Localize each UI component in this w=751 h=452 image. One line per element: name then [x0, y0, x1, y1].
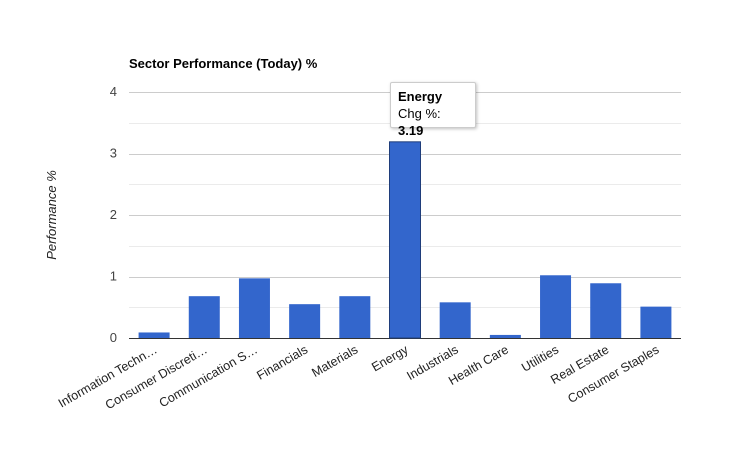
y-tick-label: 1 — [110, 269, 117, 284]
bar[interactable] — [590, 283, 622, 338]
bar[interactable] — [339, 296, 371, 338]
y-tick-label: 3 — [110, 146, 117, 161]
bars — [138, 141, 672, 339]
tooltip-value: 3.19 — [398, 123, 424, 138]
bar[interactable] — [138, 332, 170, 338]
bar[interactable] — [289, 304, 321, 338]
x-axis-ticks: Information Techn…Consumer Discreti…Comm… — [56, 342, 662, 412]
y-tick-label: 2 — [110, 207, 117, 222]
tooltip: Energy Chg %: 3.19 — [390, 82, 476, 138]
bar[interactable] — [640, 306, 672, 338]
bar[interactable] — [188, 296, 220, 338]
y-tick-label: 0 — [110, 330, 117, 345]
bar[interactable] — [389, 141, 421, 339]
bar[interactable] — [238, 278, 270, 338]
bar[interactable] — [540, 275, 572, 338]
x-tick-label: Consumer Staples — [565, 342, 661, 406]
tooltip-title: Energy — [398, 89, 443, 104]
x-tick-label: Financials — [254, 342, 310, 382]
tooltip-label: Chg %: — [398, 106, 441, 121]
chart-title: Sector Performance (Today) % — [129, 56, 318, 71]
bar[interactable] — [439, 302, 471, 338]
bar[interactable] — [489, 334, 521, 338]
y-axis-label: Performance % — [44, 170, 59, 260]
y-axis-ticks: 0 1 2 3 4 — [110, 84, 117, 345]
x-tick-label: Materials — [309, 342, 360, 379]
y-tick-label: 4 — [110, 84, 117, 99]
